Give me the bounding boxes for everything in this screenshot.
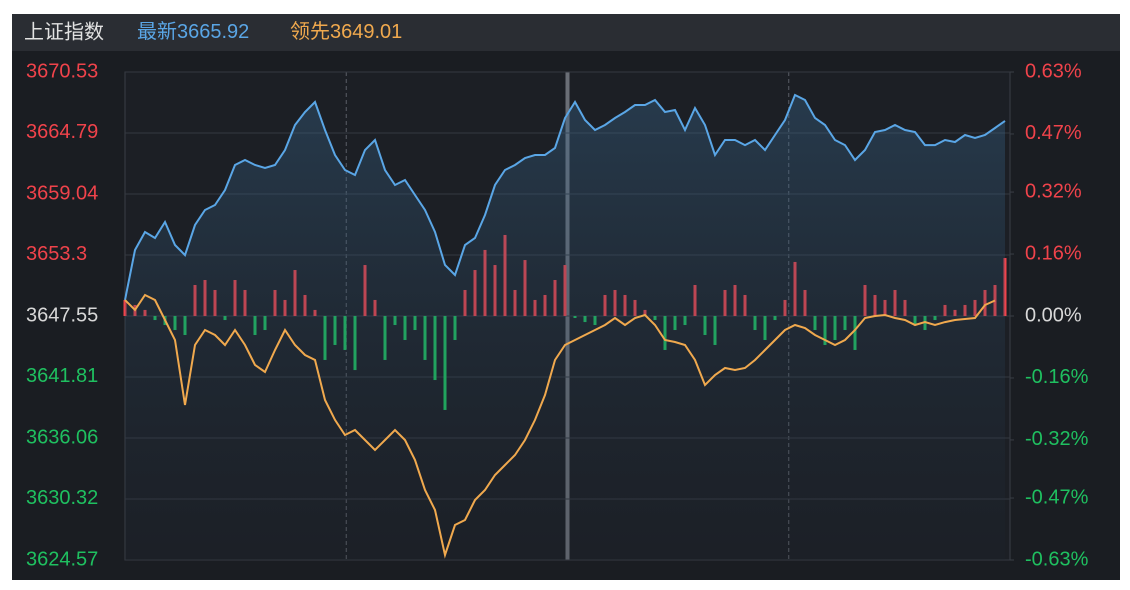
header-bar bbox=[12, 14, 1120, 51]
y2-tick-label: -0.16% bbox=[1025, 366, 1089, 388]
legend-name: 领先 bbox=[290, 20, 330, 43]
y2-tick-label: 0.16% bbox=[1025, 242, 1082, 264]
y-tick-label: 3636.06 bbox=[26, 426, 98, 448]
y-tick-label: 3670.53 bbox=[26, 60, 98, 82]
y-tick-label: 3664.79 bbox=[26, 121, 98, 143]
legend-latest: 最新3665.92 bbox=[137, 20, 249, 43]
y2-tick-label: 0.47% bbox=[1025, 122, 1082, 144]
y-tick-label: 3647.55 bbox=[26, 304, 98, 326]
y-tick-label: 3624.57 bbox=[26, 548, 98, 570]
y2-tick-label: -0.32% bbox=[1025, 428, 1089, 450]
y-tick-label: 3630.32 bbox=[26, 487, 98, 509]
legend-leading: 领先3649.01 bbox=[290, 20, 402, 43]
legend-value: 3649.01 bbox=[330, 21, 402, 43]
y2-tick-label: 0.00% bbox=[1025, 304, 1082, 326]
y-tick-label: 3653.3 bbox=[26, 243, 87, 265]
legend-name: 最新 bbox=[137, 20, 177, 43]
y-tick-label: 3641.81 bbox=[26, 365, 98, 387]
y2-tick-label: -0.63% bbox=[1025, 548, 1089, 570]
line bbox=[124, 93, 1006, 301]
y2-tick-label: -0.47% bbox=[1025, 486, 1089, 508]
legend-value: 3665.92 bbox=[177, 21, 249, 43]
line bbox=[124, 293, 996, 559]
y2-tick-label: 0.32% bbox=[1025, 180, 1082, 202]
chart-title: 上证指数 bbox=[24, 20, 104, 43]
y-tick-label: 3659.04 bbox=[26, 182, 98, 204]
y2-tick-label: 0.63% bbox=[1025, 60, 1082, 82]
area bbox=[125, 95, 1005, 560]
